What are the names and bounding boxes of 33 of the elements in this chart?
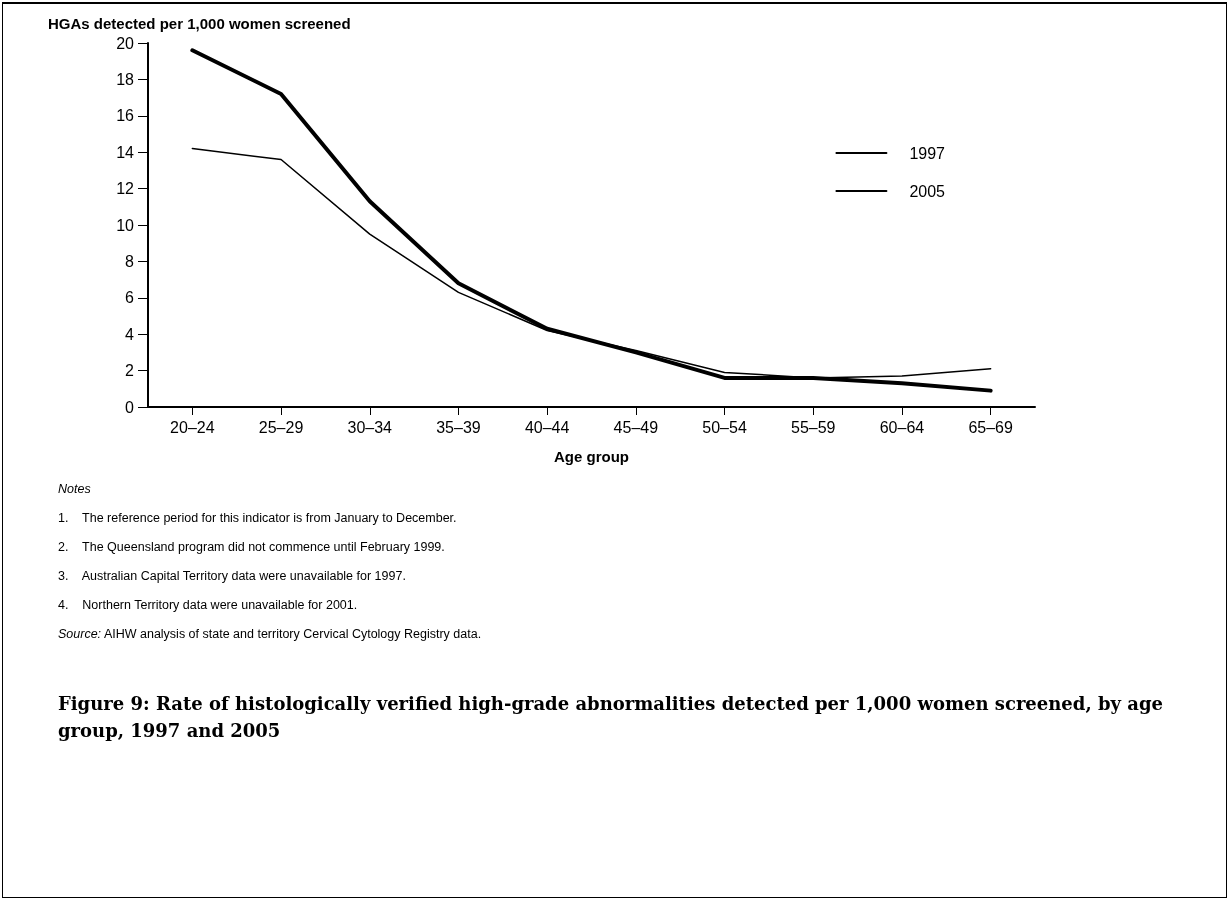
x-tick-label: 50–54 [702,418,747,436]
text: Figure 9: Rate of histologically verified high-grade abnormalities detected per 1,000 women screened, by age group, 1997 and 2005 [58,692,1164,743]
y-tick-label: 18 [116,70,135,88]
y-tick-label: 12 [116,180,135,198]
text: 1. The reference period for this indicator is from January to December. [58,511,458,525]
y-tick-label: 16 [116,107,135,125]
x-tick-label: 20–24 [170,418,215,436]
x-tick-label: 40–44 [524,418,570,436]
text: 2. The Queensland program did not commence until February 1999. [58,540,446,554]
x-tick-label: 25–29 [258,418,304,436]
x-tick-label: 55–59 [791,418,836,436]
x-tick-label: 35–39 [436,418,481,436]
x-tick-label: 45–49 [613,418,659,436]
y-tick-label: 4 [125,325,135,343]
text: Notes [58,482,92,496]
x-tick-label: 30–34 [347,418,393,436]
text: 3. Australian Capital Territory data were unavailable for 1997. [58,569,407,583]
x-tick-label: 65–69 [968,418,1013,436]
text: 4. Northern Territory data were unavailable for 2001. [58,598,359,612]
y-tick-label: 6 [125,289,135,307]
x-axis-title: Age group [554,448,629,465]
y-tick-label: 2 [125,362,135,380]
y-axis-title: HGAs detected per 1,000 women screened [48,15,351,32]
y-tick-label: 14 [116,143,135,161]
x-tick-label: 60–64 [879,418,925,436]
y-tick-label: 10 [116,216,135,234]
y-tick-label: 20 [116,34,135,52]
source-note: Source: AIHW analysis of state and territory Cervical Cytology Registry data. [58,627,483,641]
y-tick-label: 8 [125,252,135,270]
line-series [190,48,993,393]
legend-label: 1997 [909,144,946,162]
y-tick-label: 0 [125,398,135,416]
legend-label: 2005 [909,182,946,200]
